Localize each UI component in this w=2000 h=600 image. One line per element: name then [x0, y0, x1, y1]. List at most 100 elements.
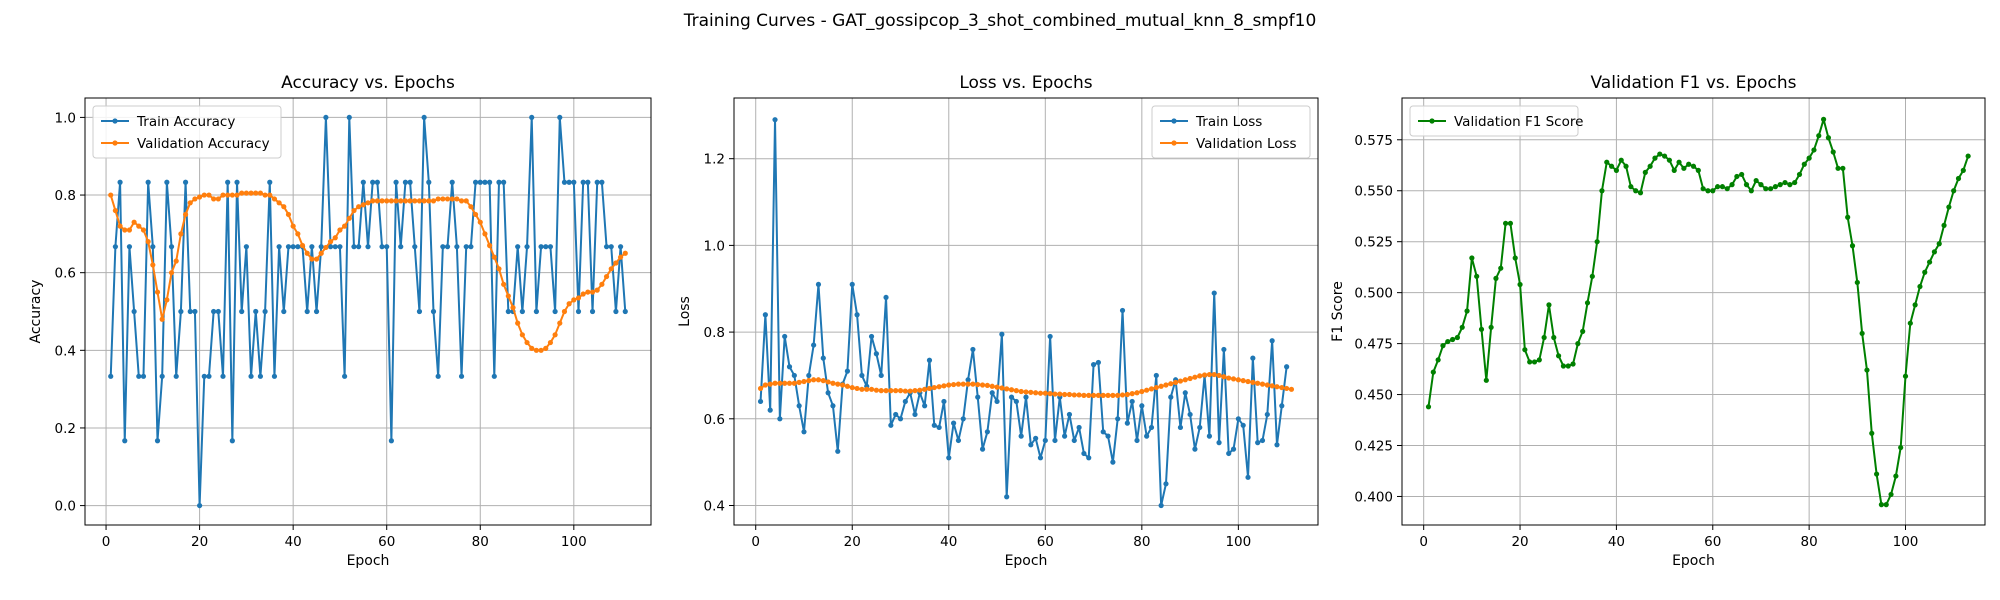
data-point [472, 211, 479, 218]
data-point [1250, 355, 1256, 361]
data-point [1110, 392, 1116, 398]
data-point [1216, 440, 1222, 446]
data-point [1440, 343, 1446, 349]
data-point [187, 200, 193, 206]
y-axis-label: Loss [677, 296, 693, 327]
data-point [1226, 375, 1232, 381]
data-point [767, 407, 773, 413]
data-point [234, 192, 240, 198]
data-point [1158, 502, 1164, 509]
data-point [599, 281, 605, 287]
data-point [922, 386, 928, 392]
data-point [192, 308, 198, 315]
data-point [515, 320, 521, 326]
data-point [1144, 433, 1150, 439]
data-point [897, 416, 904, 422]
data-point [1259, 437, 1266, 444]
data-point [1493, 275, 1499, 281]
x-tick-label: 100 [561, 534, 587, 550]
data-point [1037, 390, 1044, 396]
data-point [1158, 383, 1164, 389]
data-point [1235, 416, 1241, 422]
y-tick-label: 1.0 [704, 238, 725, 254]
data-point [1469, 255, 1475, 261]
legend: Train Accuracy Validation Accuracy [92, 105, 282, 159]
data-point [285, 211, 292, 218]
data-point [1464, 308, 1470, 314]
data-point [1115, 416, 1121, 422]
data-point [295, 244, 301, 250]
data-point [1792, 179, 1798, 186]
data-point [276, 200, 282, 206]
data-point [505, 293, 511, 299]
data-point [145, 239, 151, 245]
data-point [1960, 167, 1966, 173]
data-point [796, 403, 802, 409]
data-point [1652, 155, 1658, 161]
data-point [1835, 165, 1841, 171]
data-point [608, 266, 614, 272]
data-point [285, 244, 292, 250]
data-point [1811, 147, 1817, 153]
data-point [772, 117, 778, 123]
data-point [323, 244, 329, 251]
data-point [1507, 220, 1514, 226]
x-tick-label: 20 [844, 534, 861, 550]
data-point [1284, 385, 1290, 392]
data-point [873, 387, 879, 393]
data-point [552, 332, 558, 338]
data-point [416, 308, 423, 315]
data-point [839, 382, 846, 388]
data-point [449, 179, 455, 185]
data-point [1580, 328, 1586, 334]
data-point [767, 381, 773, 387]
y-axis-label: F1 Score [1330, 281, 1346, 342]
data-point [975, 381, 981, 388]
data-point [168, 270, 175, 276]
data-point [248, 373, 254, 379]
data-point [571, 297, 577, 303]
data-point [365, 244, 371, 250]
data-point [1459, 324, 1465, 330]
data-point [304, 250, 310, 256]
data-point [356, 204, 362, 210]
data-point [538, 244, 544, 250]
data-point [140, 373, 147, 379]
data-point [388, 198, 394, 204]
data-point [796, 379, 802, 385]
data-point [893, 411, 899, 418]
data-point [1163, 382, 1169, 388]
data-point [126, 244, 133, 250]
x-tick-label: 100 [1225, 534, 1251, 550]
data-point [811, 342, 817, 348]
data-point [1042, 390, 1048, 396]
data-point [782, 380, 788, 386]
data-point [1071, 437, 1077, 444]
data-point [1047, 333, 1053, 340]
data-point [281, 308, 287, 315]
data-point [1565, 363, 1571, 369]
data-point [398, 244, 404, 250]
data-point [384, 244, 390, 250]
data-point [1445, 338, 1451, 345]
data-point [262, 192, 268, 198]
legend-label: Validation Accuracy [137, 136, 270, 152]
data-point [318, 250, 324, 256]
x-tick-label: 20 [191, 534, 208, 550]
data-point [313, 308, 320, 315]
data-point [1163, 481, 1169, 487]
data-point [281, 204, 287, 210]
data-point [994, 384, 1000, 390]
data-point [931, 384, 937, 391]
data-point [801, 429, 807, 435]
data-point [1700, 186, 1706, 192]
data-point [994, 398, 1000, 405]
data-point [211, 196, 217, 202]
data-point [197, 502, 203, 509]
data-point [902, 398, 908, 405]
data-point [468, 244, 474, 250]
data-point [902, 388, 908, 394]
data-point [1168, 394, 1174, 400]
data-point [1922, 269, 1928, 275]
data-point [384, 198, 390, 204]
